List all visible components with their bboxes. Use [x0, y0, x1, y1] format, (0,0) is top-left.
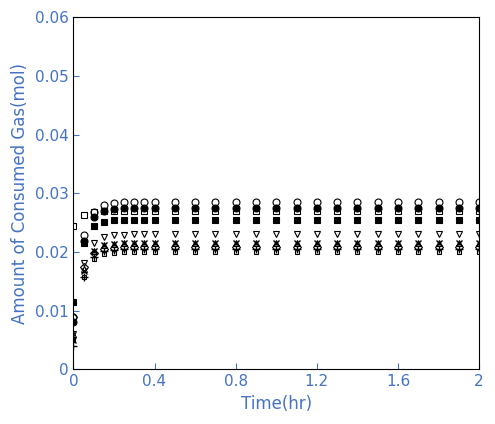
Y-axis label: Amount of Consumed Gas(mol): Amount of Consumed Gas(mol)	[11, 63, 29, 324]
X-axis label: Time(hr): Time(hr)	[241, 395, 312, 413]
